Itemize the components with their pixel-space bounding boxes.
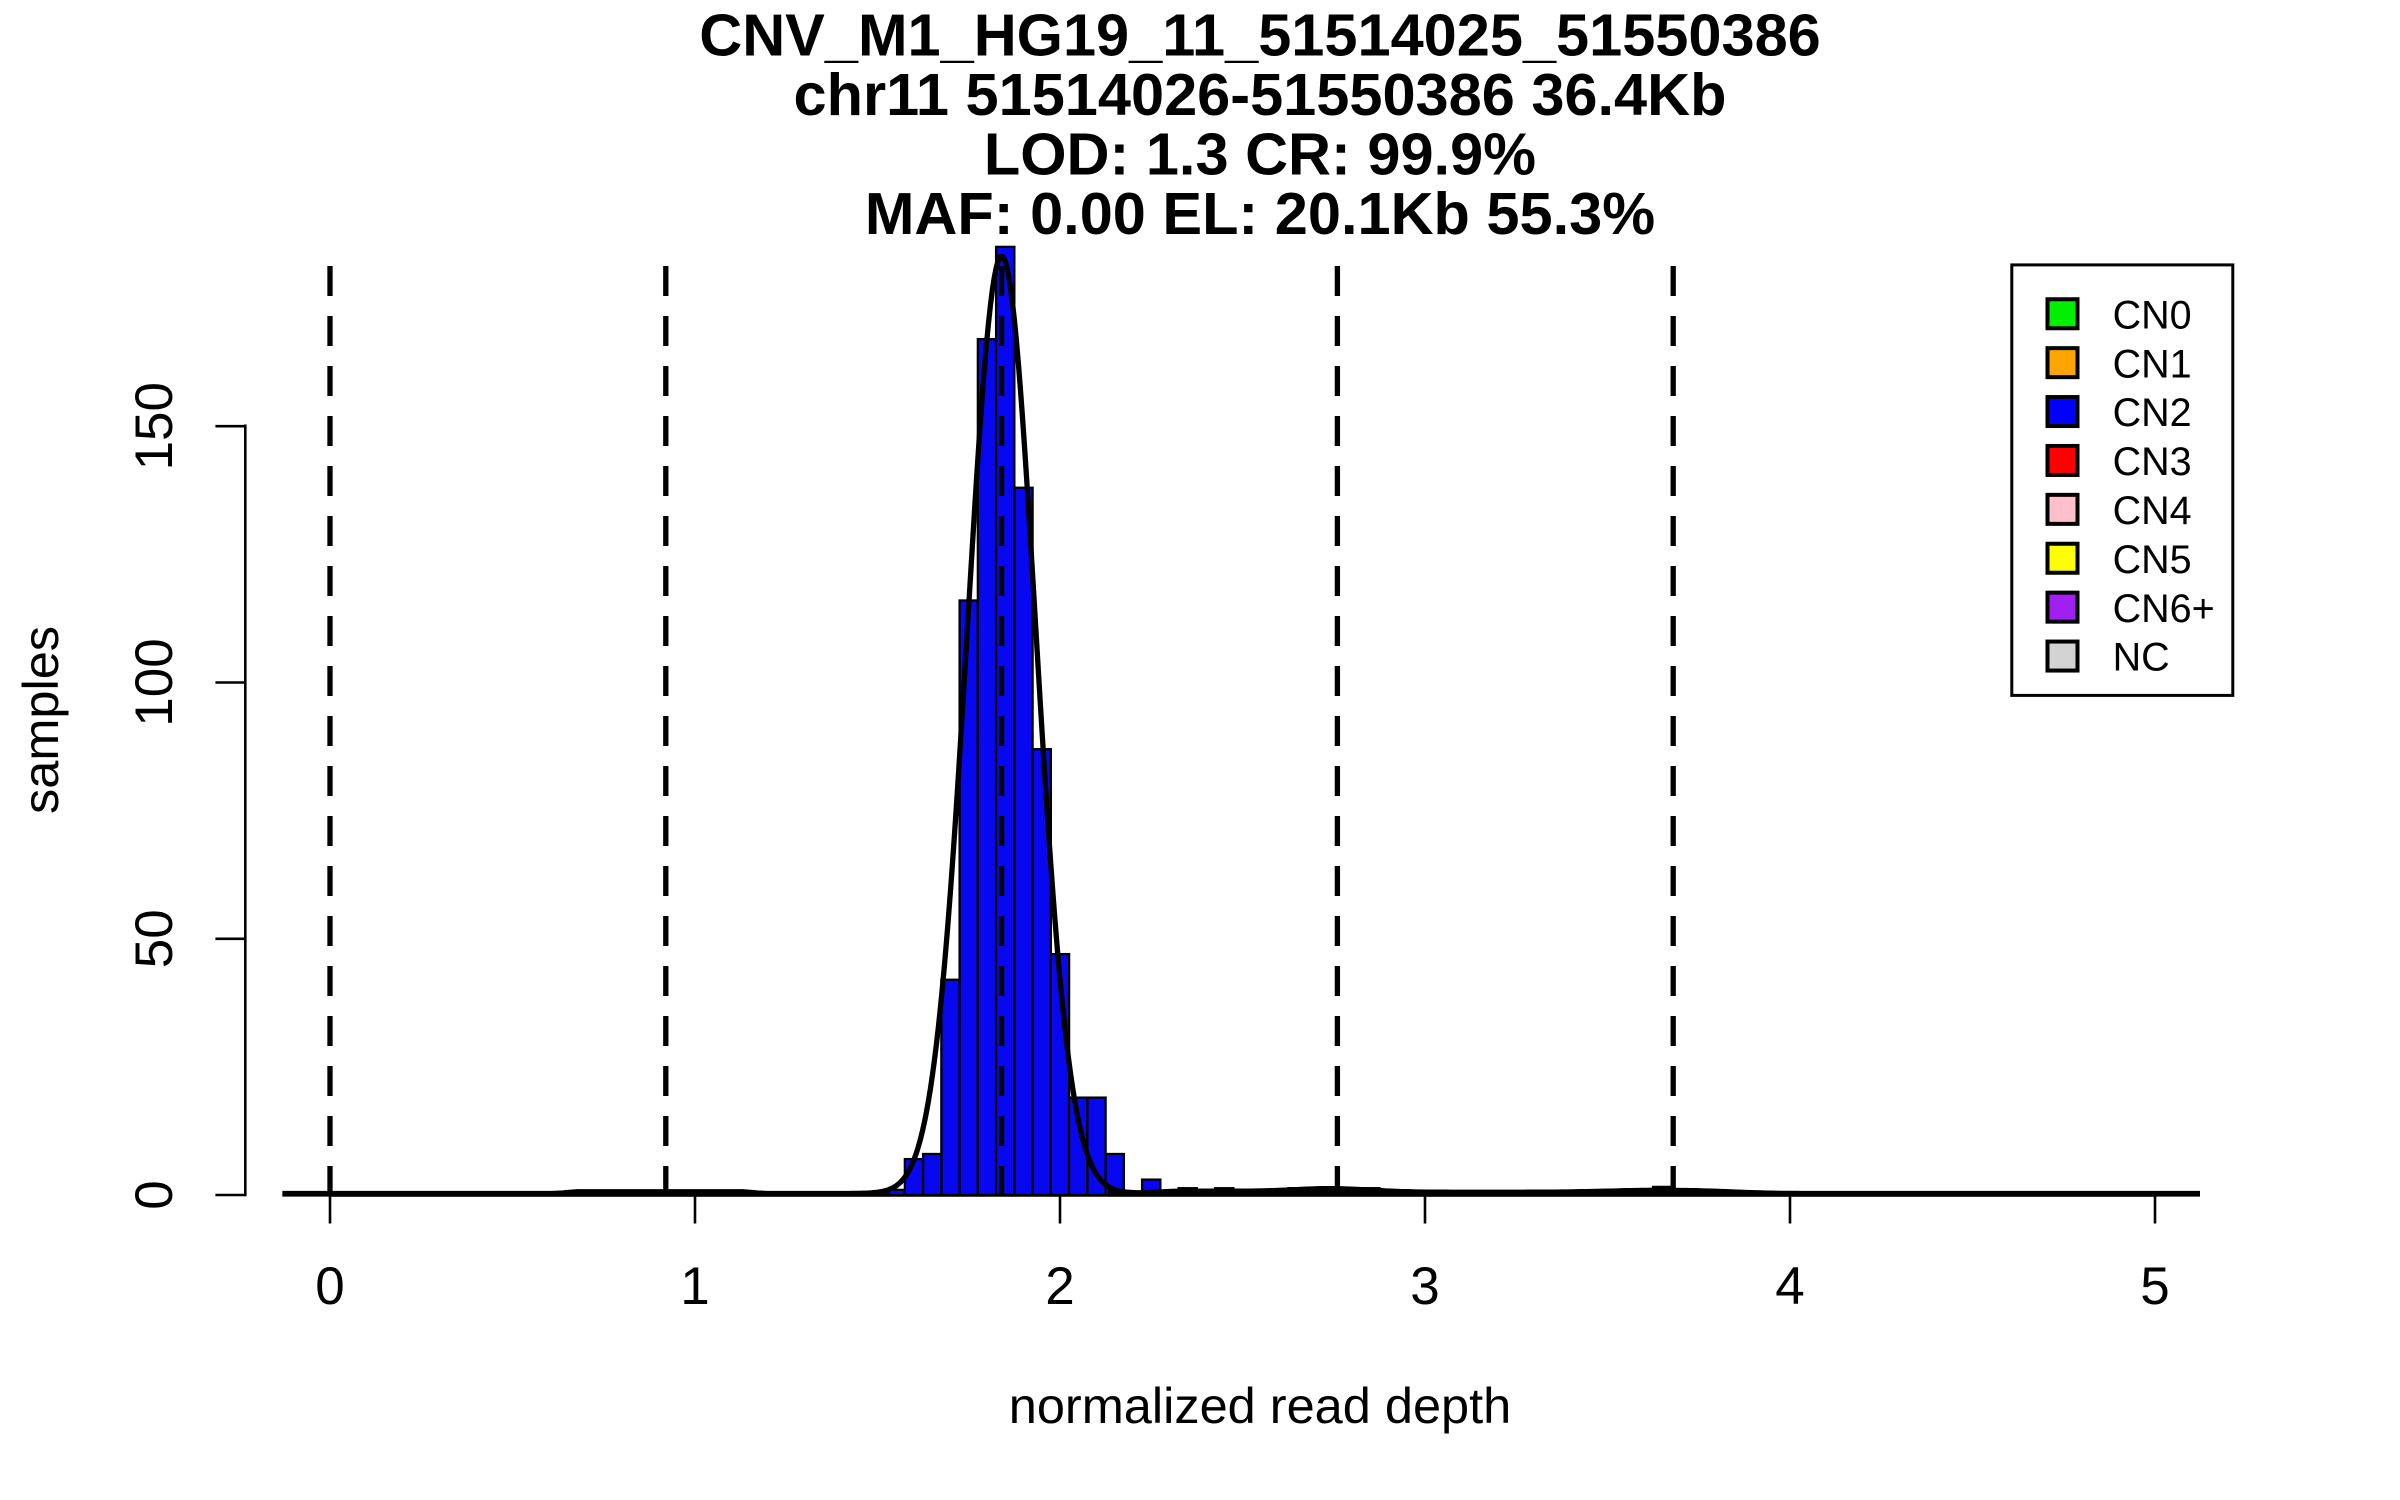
svg-text:50: 50	[125, 909, 184, 968]
svg-text:MAF: 0.00 EL: 20.1Kb 55.3%: MAF: 0.00 EL: 20.1Kb 55.3%	[865, 180, 1655, 247]
svg-text:CN2: CN2	[2113, 391, 2192, 435]
svg-text:150: 150	[125, 382, 184, 470]
svg-text:CN6+: CN6+	[2113, 587, 2215, 631]
svg-text:NC: NC	[2113, 636, 2170, 680]
svg-text:5: 5	[2140, 1257, 2169, 1316]
svg-text:1: 1	[680, 1257, 709, 1316]
svg-text:CN1: CN1	[2113, 342, 2192, 386]
svg-text:samples: samples	[12, 626, 69, 814]
svg-text:chr11 51514026-51550386 36.4Kb: chr11 51514026-51550386 36.4Kb	[794, 61, 1727, 128]
svg-text:0: 0	[125, 1180, 184, 1209]
svg-text:CN5: CN5	[2113, 538, 2192, 582]
svg-text:3: 3	[1410, 1257, 1439, 1316]
svg-text:CN0: CN0	[2113, 293, 2192, 337]
svg-text:2: 2	[1045, 1257, 1074, 1316]
svg-text:CNV_M1_HG19_11_51514025_515503: CNV_M1_HG19_11_51514025_51550386	[699, 1, 1821, 68]
svg-text:CN4: CN4	[2113, 489, 2192, 533]
svg-text:normalized read depth: normalized read depth	[1009, 1377, 1512, 1434]
svg-text:LOD: 1.3 CR: 99.9%: LOD: 1.3 CR: 99.9%	[984, 121, 1536, 188]
svg-text:100: 100	[125, 638, 184, 726]
svg-text:4: 4	[1775, 1257, 1804, 1316]
svg-text:CN3: CN3	[2113, 440, 2192, 484]
svg-text:0: 0	[315, 1257, 344, 1316]
